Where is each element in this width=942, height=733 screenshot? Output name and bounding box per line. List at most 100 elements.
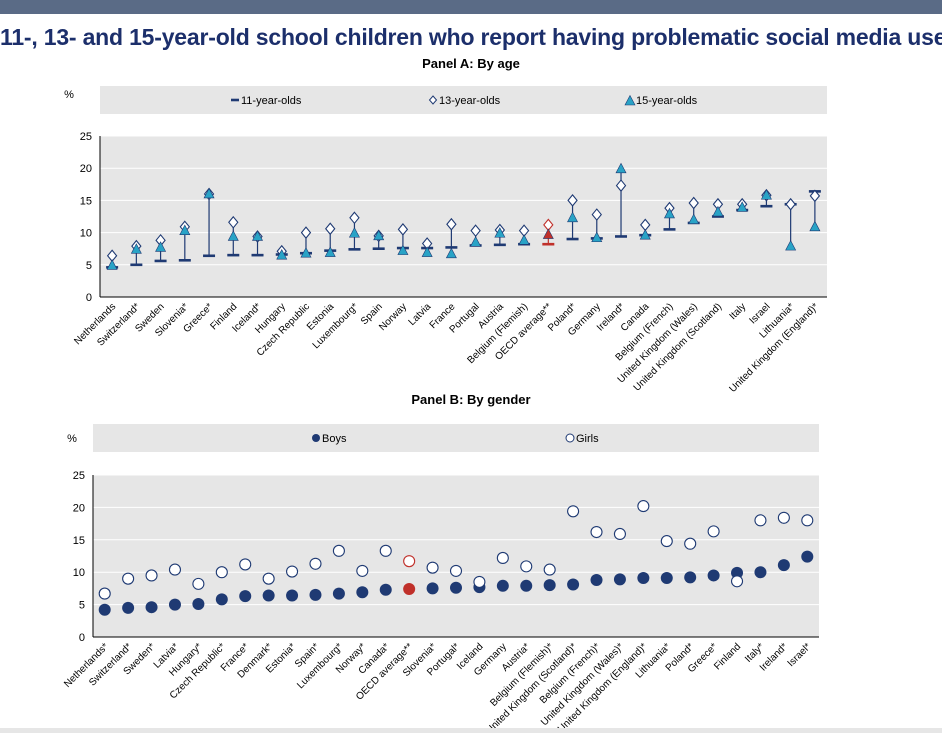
panel-a-point-13-year-olds-finland [228,215,239,229]
panel-b-point-girls-greece [707,525,720,538]
panel-b-legend-marker-girls [565,433,575,443]
chart-main-title: 11-, 13- and 15-year-old school children… [0,24,942,50]
panel-a-point-15-year-olds-united-kingdom-scotland [712,205,724,217]
panel-a-legend-box [100,86,827,114]
panel-a-point-15-year-olds-austria [494,227,506,238]
panel-b-point-boys-finland [731,566,744,579]
panel-b-point-boys-belgium-flemish [543,579,556,592]
panel-a-y-tick-label: 10 [80,228,92,240]
panel-b-point-girls-spain [309,557,322,570]
panel-b-point-girls-italy [754,514,767,527]
panel-a-point-13-year-olds-czech-republic [300,226,312,239]
panel-b-point-boys-ireland [777,559,790,572]
panel-a-y-tick-label: 5 [86,260,92,272]
panel-a-point-15-year-olds-spain [373,229,385,241]
panel-b-point-boys-italy [754,566,767,579]
panel-a-x-tick-label: Norway [377,301,409,333]
panel-b-y-tick-label: 20 [73,502,85,514]
panel-b-point-girls-belgium-french [590,525,603,539]
panel-b-point-boys-slovenia [426,582,439,595]
panel-a-point-15-year-olds-hungary [276,248,288,260]
panel-a-point-15-year-olds-finland [227,230,239,241]
panel-b-point-boys-belgium-french [590,573,603,586]
panel-b-point-girls-netherlands [98,587,111,600]
panel-b-legend-label-boys: Boys [322,433,347,445]
panel-b-point-boys-lithuania [660,572,673,585]
panel-a-point-15-year-olds-lithuania [785,239,797,251]
panel-a-point-15-year-olds-italy [736,201,748,212]
panel-b-point-girls-ireland [777,511,790,524]
panel-a-point-15-year-olds-switzerland [130,243,142,254]
panel-a-point-15-year-olds-ireland [615,162,627,174]
top-banner [0,0,942,14]
panel-a-point-13-year-olds-estonia [325,222,336,236]
panel-a-point-15-year-olds-latvia [421,246,433,257]
panel-a-point-13-year-olds-lithuania [785,197,796,211]
panel-b-point-girls-united-kingdom-england [637,500,650,513]
panel-b-point-boys-united-kingdom-england [637,572,650,585]
panel-b-point-girls-sweden [145,569,158,582]
panel-b-point-girls-luxembourg [332,544,345,557]
panel-a-y-tick-label: 20 [80,163,92,175]
panel-b-point-girls-oecd-average [403,555,416,568]
panel-b-point-boys-spain [309,588,322,601]
panel-b-point-girls-united-kingdom-scotland [567,505,580,518]
panel-b-point-girls-france [239,558,252,571]
panel-b-point-girls-germany [496,551,509,564]
panel-b-point-girls-hungary [192,577,205,590]
panel-b-point-boys-portugal [450,581,462,594]
panel-a-point-15-year-olds-oecd-average [542,228,554,239]
panel-a-point-15-year-olds-estonia [324,246,336,257]
panel-b-x-tick-label: Finland [712,641,743,672]
panel-a-x-tick-label: Italy [728,301,749,322]
panel-b-point-boys-latvia [168,598,181,611]
panel-b-point-boys-norway [356,586,369,599]
panel-b-plot-area [93,475,819,637]
panel-b-point-boys-greece [707,569,720,582]
panel-b-point-girls-united-kingdom-wales [613,527,626,541]
panel-a-legend-label-15-year-olds: 15-year-olds [636,95,698,107]
panel-b-point-boys-austria [520,579,533,592]
panel-b-point-boys-israel [801,550,814,563]
panel-b-y-tick-label: 10 [73,567,85,579]
panel-b-point-boys-canada [379,583,392,596]
bottom-bar [0,728,942,733]
panel-b-point-boys-luxembourg [332,587,345,600]
panel-b-point-girls-belgium-flemish [543,563,556,576]
panel-a-point-15-year-olds-portugal [470,236,482,247]
panel-b-point-girls-iceland [473,575,486,588]
panel-a-point-15-year-olds-czech-republic [300,247,312,258]
panel-b-y-axis-label: % [67,433,77,445]
panel-b-point-boys-switzerland [122,601,135,614]
panel-b-legend-marker-boys [312,434,320,442]
panel-b-point-girls-canada [379,544,392,557]
panel-a-point-15-year-olds-belgium-flemish [518,234,530,245]
panel-a-title: Panel A: By age [422,56,520,71]
panel-a-y-axis-label: % [64,89,74,101]
panel-b-point-boys-poland [684,571,697,584]
panel-b-y-tick-label: 0 [79,632,85,644]
panel-b-point-girls-poland [684,537,697,550]
panel-a-point-13-year-olds-france [446,217,457,231]
panel-a-point-13-year-olds-luxembourg [349,211,360,225]
panel-b-legend-label-girls: Girls [576,433,599,445]
panel-a-point-13-year-olds-poland [567,194,578,207]
panel-a-legend-label-11-year-olds: 11-year-olds [241,95,302,107]
panel-b-point-girls-switzerland [122,572,135,585]
panel-b-y-tick-label: 5 [79,600,85,612]
panel-a-legend-label-13-year-olds: 13-year-olds [439,95,501,107]
panel-a-point-15-year-olds-poland [567,211,579,223]
panel-b-point-girls-latvia [168,563,182,576]
panel-b-point-boys-estonia [286,589,299,602]
panel-a-y-tick-label: 25 [80,131,92,143]
panel-a-legend-marker-13-year-olds [428,95,438,105]
panel-a-point-15-year-olds-canada [639,229,651,240]
panel-b-point-girls-norway [356,564,369,577]
panel-a-point-13-year-olds-united-kingdom-england [809,189,821,203]
panel-b-point-boys-france [239,590,252,603]
panel-a-point-15-year-olds-sweden [155,241,167,252]
panel-a-point-15-year-olds-belgium-french [663,207,675,219]
panel-b-chart: Boys Girls0510152025%Netherlands*Switzerl… [62,424,819,733]
panel-a-legend-marker-15-year-olds [624,94,636,106]
